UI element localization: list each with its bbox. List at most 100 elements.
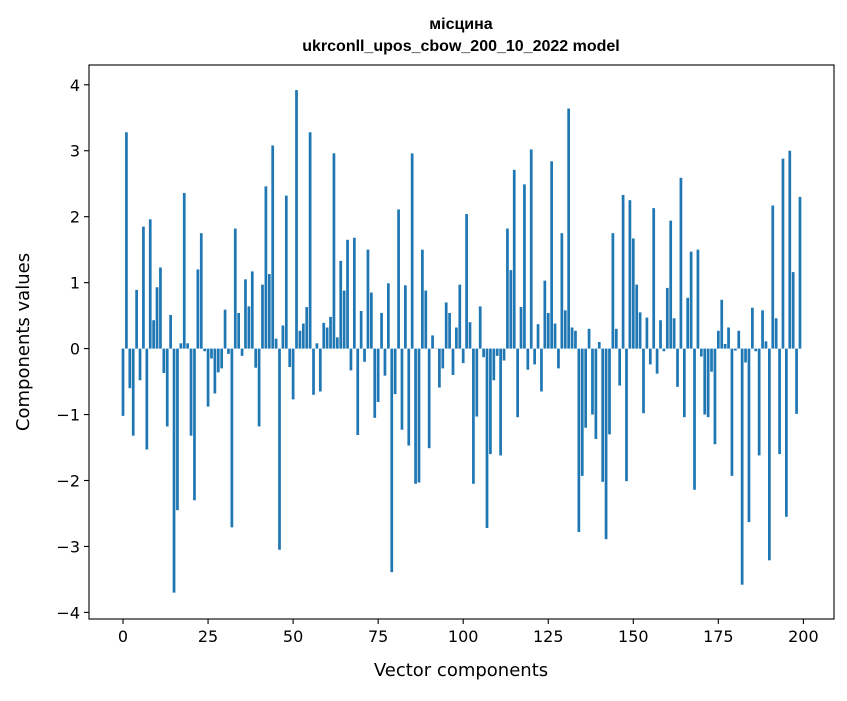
bar	[693, 349, 696, 490]
bar	[438, 349, 441, 388]
bar	[353, 238, 356, 349]
bar	[714, 349, 717, 445]
bar	[734, 349, 737, 351]
bar	[210, 349, 213, 359]
bar	[424, 291, 427, 349]
bar	[605, 349, 608, 540]
bar	[564, 310, 567, 348]
bar	[271, 145, 274, 348]
y-tick-label: 1	[70, 274, 80, 293]
bar	[462, 349, 465, 364]
bar	[727, 327, 730, 348]
bar	[411, 153, 414, 348]
bar	[792, 272, 795, 349]
bar	[683, 349, 686, 418]
bar	[254, 349, 257, 368]
bar	[567, 109, 570, 349]
x-tick-label: 125	[533, 627, 564, 646]
bar	[530, 149, 533, 348]
bar	[571, 327, 574, 348]
bar	[397, 209, 400, 348]
bar	[479, 306, 482, 348]
bar	[612, 233, 615, 348]
bar	[159, 267, 162, 348]
bar	[595, 349, 598, 439]
bar	[547, 313, 550, 349]
bar	[339, 261, 342, 349]
bar	[414, 349, 417, 484]
bar	[751, 308, 754, 349]
bar	[795, 349, 798, 414]
bar	[584, 349, 587, 428]
y-tick-label: 0	[70, 340, 80, 359]
bar	[156, 287, 159, 348]
bar	[193, 349, 196, 501]
bar	[516, 349, 519, 418]
bar	[220, 349, 223, 369]
bar	[401, 349, 404, 430]
bar	[540, 349, 543, 392]
bar	[581, 349, 584, 476]
bar	[663, 349, 666, 352]
bar	[601, 349, 604, 482]
bar	[724, 344, 727, 349]
bar	[737, 331, 740, 349]
bar	[166, 349, 169, 427]
bar	[761, 310, 764, 348]
bar	[533, 349, 536, 365]
bar	[482, 349, 485, 358]
bar	[132, 349, 135, 436]
bar	[350, 349, 353, 371]
bar	[169, 315, 172, 349]
bar	[788, 151, 791, 349]
bar	[615, 329, 618, 349]
bar	[765, 341, 768, 348]
bar	[346, 240, 349, 349]
bar	[744, 349, 747, 363]
chart-title-line2: ukrconll_upos_cbow_200_10_2022 model	[302, 38, 619, 55]
bar	[499, 349, 502, 456]
x-tick-label: 175	[703, 627, 734, 646]
x-tick-label: 50	[283, 627, 303, 646]
bar	[509, 270, 512, 348]
bar	[472, 349, 475, 484]
chart-title-line1: місцина	[429, 16, 493, 33]
bar	[404, 285, 407, 348]
bar	[465, 214, 468, 349]
bar	[333, 153, 336, 348]
bar	[598, 342, 601, 349]
bar	[418, 349, 421, 483]
bar	[302, 324, 305, 349]
x-tick-label: 0	[118, 627, 128, 646]
bar	[152, 320, 155, 348]
bar	[625, 349, 628, 482]
bar	[305, 307, 308, 349]
bar	[367, 250, 370, 349]
bar	[428, 349, 431, 449]
bar	[642, 349, 645, 414]
bar	[506, 229, 509, 349]
bar	[666, 288, 669, 349]
bar	[680, 178, 683, 349]
x-axis-label: Vector components	[374, 660, 548, 681]
bar	[326, 327, 329, 348]
bar	[237, 313, 240, 349]
bar	[244, 279, 247, 348]
bar	[309, 132, 312, 348]
bar	[632, 238, 635, 348]
bar	[292, 349, 295, 400]
bar	[503, 349, 506, 361]
bar	[720, 300, 723, 349]
y-axis-label: Components values	[13, 253, 34, 431]
bar	[197, 269, 200, 348]
bar	[639, 312, 642, 348]
bar	[707, 349, 710, 418]
bar	[231, 349, 234, 528]
bar	[142, 227, 145, 349]
bar	[384, 349, 387, 376]
bar	[207, 349, 210, 407]
bar	[179, 343, 182, 348]
bar	[145, 349, 148, 450]
bar	[748, 349, 751, 522]
bar	[387, 283, 390, 348]
